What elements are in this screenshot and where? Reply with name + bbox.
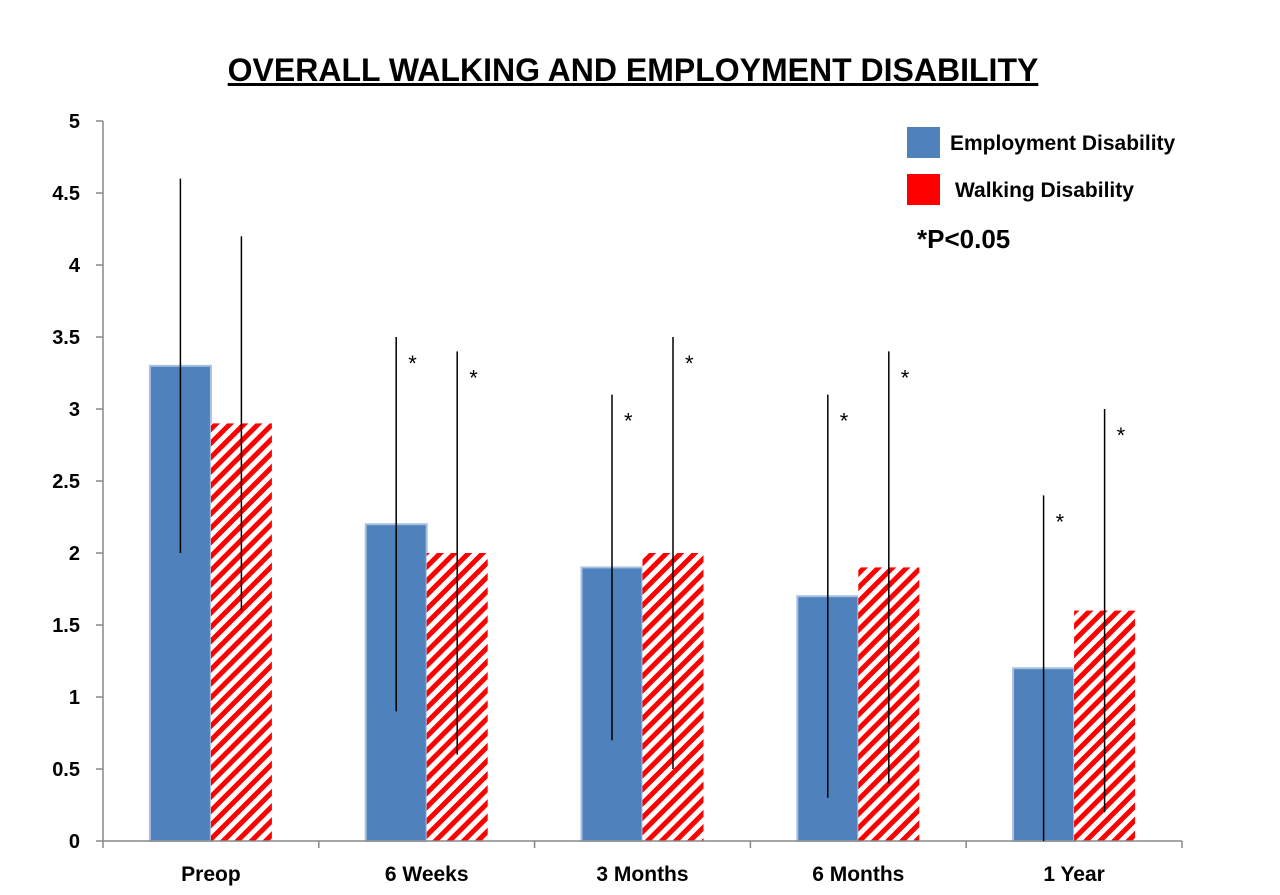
x-tick-label: 6 Months [812,863,904,886]
significance-star: * [408,351,417,376]
significance-note: *P<0.05 [917,224,1010,254]
y-tick-label: 3 [69,399,80,421]
y-tick-label: 1.5 [52,615,80,637]
x-tick-label: Preop [181,863,241,886]
y-tick-label: 0 [69,831,80,853]
chart-title: OVERALL WALKING AND EMPLOYMENT DISABILIT… [227,52,1039,88]
x-tick-label: 3 Months [596,863,688,886]
significance-star: * [1056,509,1065,534]
legend-label: Employment Disability [950,132,1176,155]
significance-star: * [469,365,478,390]
y-tick-label: 2 [69,543,80,565]
legend-swatch [907,174,940,205]
legend-item-walking: Walking Disability [907,174,1134,205]
significance-star: * [1117,423,1126,448]
significance-star: * [624,409,633,434]
labels-layer: 0 0.5 1 1.5 2 2.5 3 3.5 4 4.5 5 Preop 6 Weeks 3 Month… [52,111,1125,886]
legend-swatch [907,127,940,158]
y-tick-label: 0.5 [52,759,80,781]
y-tick-label: 1 [69,687,80,709]
bars-layer [148,364,1136,843]
x-tick-label: 6 Weeks [385,863,469,886]
significance-star: * [840,409,849,434]
legend-item-employment: Employment Disability [907,127,1176,158]
significance-star: * [901,365,910,390]
error-bars-layer [179,178,1106,841]
legend-label: Walking Disability [955,179,1134,202]
legend: Employment Disability Walking Disability *… [907,127,1176,254]
axes-layer [96,120,1183,848]
y-tick-label: 4 [69,255,81,277]
significance-star: * [685,351,694,376]
y-tick-label: 3.5 [52,327,80,349]
y-tick-label: 5 [69,111,80,133]
y-tick-label: 4.5 [52,183,80,205]
x-tick-label: 1 Year [1043,863,1105,886]
y-tick-label: 2.5 [52,471,80,493]
